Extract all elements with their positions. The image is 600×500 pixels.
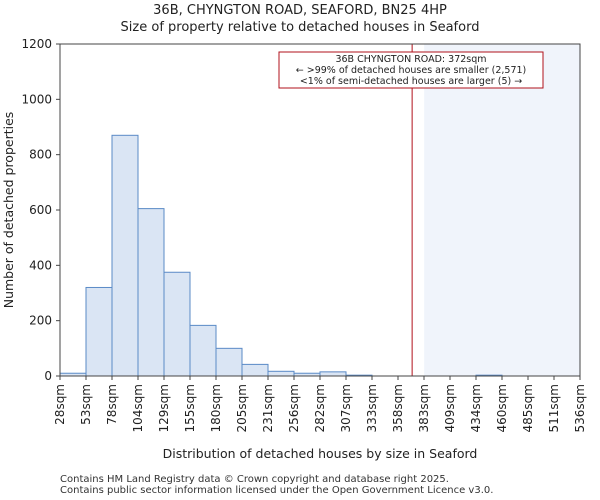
bar-180sqm bbox=[215, 347, 243, 377]
larger-region-highlight bbox=[424, 44, 580, 376]
x-tick-label: 409sqm bbox=[443, 384, 457, 432]
x-tick-label: 53sqm bbox=[79, 384, 93, 425]
x-tick-label: 231sqm bbox=[261, 384, 275, 432]
x-tick-label: 333sqm bbox=[365, 384, 379, 432]
x-tick-label: 28sqm bbox=[53, 384, 67, 425]
x-tick-label: 78sqm bbox=[105, 384, 119, 425]
bar-129sqm bbox=[163, 271, 191, 377]
footer-line-1: Contains HM Land Registry data © Crown c… bbox=[60, 474, 449, 485]
x-tick-label: 282sqm bbox=[313, 384, 327, 432]
footer-line-2: Contains public sector information licen… bbox=[60, 485, 494, 496]
annotation-line-1: 36B CHYNGTON ROAD: 372sqm bbox=[335, 54, 486, 65]
x-tick-label: 511sqm bbox=[547, 384, 561, 432]
chart-title: 36B, CHYNGTON ROAD, SEAFORD, BN25 4HP bbox=[153, 3, 447, 18]
y-tick-label: 0 bbox=[44, 369, 52, 383]
y-tick-label: 800 bbox=[29, 148, 52, 162]
chart-subtitle: Size of property relative to detached ho… bbox=[120, 20, 480, 35]
bar-205sqm bbox=[241, 363, 269, 377]
x-tick-label: 383sqm bbox=[417, 384, 431, 432]
x-tick-label: 180sqm bbox=[209, 384, 223, 432]
x-tick-label: 129sqm bbox=[157, 384, 171, 432]
bar-231sqm bbox=[267, 370, 295, 377]
y-tick-label: 1000 bbox=[21, 92, 52, 106]
y-axis-label: Number of detached properties bbox=[1, 112, 16, 309]
x-tick-label: 460sqm bbox=[495, 384, 509, 432]
x-tick-label: 205sqm bbox=[235, 384, 249, 432]
annotation-line-3: <1% of semi-detached houses are larger (… bbox=[300, 76, 522, 87]
y-tick-label: 1200 bbox=[21, 37, 52, 51]
x-tick-label: 155sqm bbox=[183, 384, 197, 432]
x-tick-label: 256sqm bbox=[287, 384, 301, 432]
histogram-chart: 0 200 400 600 800 1000 1200 28sqm 53sqm 78sqm 104… bbox=[1, 37, 587, 461]
bar-155sqm bbox=[189, 324, 217, 377]
x-tick-label: 358sqm bbox=[391, 384, 405, 432]
x-tick-label: 536sqm bbox=[573, 384, 587, 432]
y-tick-label: 400 bbox=[29, 258, 52, 272]
annotation-box: 36B CHYNGTON ROAD: 372sqm ← >99% of deta… bbox=[278, 51, 544, 89]
bar-104sqm bbox=[137, 208, 165, 377]
bar-53sqm bbox=[85, 286, 113, 377]
x-tick-label: 485sqm bbox=[521, 384, 535, 432]
x-axis-label: Distribution of detached houses by size … bbox=[163, 446, 478, 461]
bar-78sqm bbox=[111, 134, 139, 377]
x-tick-label: 104sqm bbox=[131, 384, 145, 432]
y-tick-label: 600 bbox=[29, 203, 52, 217]
annotation-line-2: ← >99% of detached houses are smaller (2… bbox=[296, 65, 527, 76]
y-tick-label: 200 bbox=[29, 314, 52, 328]
x-tick-label: 307sqm bbox=[339, 384, 353, 432]
x-tick-label: 434sqm bbox=[469, 384, 483, 432]
bar-282sqm bbox=[319, 371, 347, 377]
